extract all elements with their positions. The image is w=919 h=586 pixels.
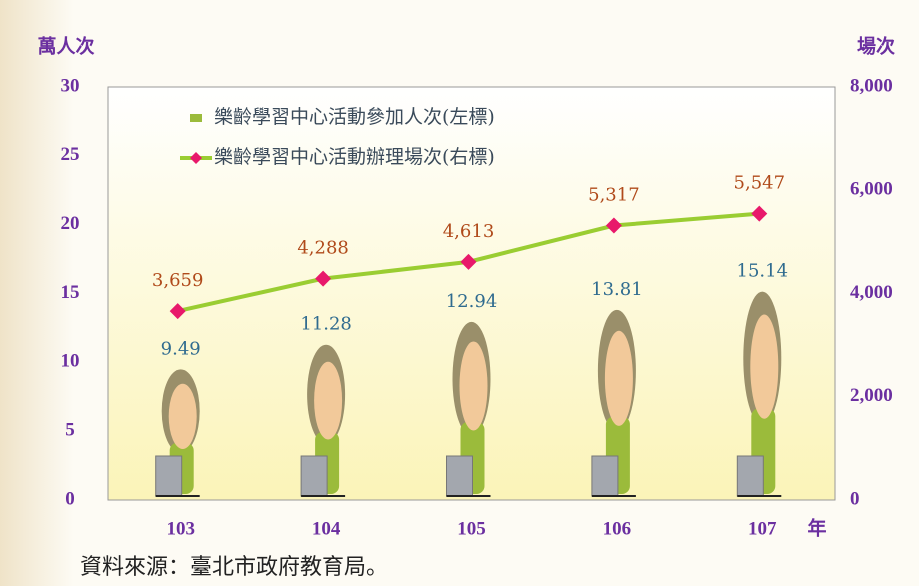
data-label: 15.14 <box>737 261 789 282</box>
y-tick-label: 25 <box>61 144 80 165</box>
x-tick-label: 103 <box>166 518 195 539</box>
data-label: 5,547 <box>734 173 786 194</box>
y-tick-label: 15 <box>61 282 80 303</box>
data-label: 9.49 <box>161 338 201 359</box>
y-tick-label: 5 <box>65 420 75 441</box>
x-tick-label: 106 <box>603 518 632 539</box>
data-label: 12.94 <box>446 291 498 312</box>
y-tick-label: 10 <box>61 351 80 372</box>
data-label: 4,613 <box>443 221 495 242</box>
y2-tick-label: 4,000 <box>850 282 893 303</box>
y2-tick-label: 8,000 <box>850 75 893 96</box>
y2-axis-title: 場次 <box>857 34 895 57</box>
y-tick-label: 30 <box>61 75 80 96</box>
face <box>605 331 633 426</box>
data-label: 3,659 <box>152 270 204 291</box>
data-label: 5,317 <box>588 185 640 206</box>
face <box>314 362 342 440</box>
source-note: 資料來源：臺北市政府教育局。 <box>80 555 388 580</box>
face <box>169 384 197 449</box>
x-tick-label: 104 <box>312 518 341 539</box>
data-label: 11.28 <box>300 314 352 335</box>
x-axis-title: 年 <box>807 516 826 539</box>
y-axis-title: 萬人次 <box>37 34 94 57</box>
y2-tick-label: 2,000 <box>850 385 893 406</box>
laptop <box>737 456 763 496</box>
x-tick-label: 107 <box>748 518 777 539</box>
x-tick-label: 105 <box>457 518 486 539</box>
y2-tick-label: 6,000 <box>850 179 893 200</box>
laptop <box>447 456 473 496</box>
y-tick-label: 0 <box>65 488 75 509</box>
legend-label: 樂齡學習中心活動辦理場次(右標) <box>214 146 495 168</box>
legend-swatch <box>190 114 202 122</box>
laptop <box>156 456 182 496</box>
y2-tick-label: 0 <box>850 488 860 509</box>
legend-label: 樂齡學習中心活動參加人次(左標) <box>214 106 495 128</box>
laptop <box>301 456 327 496</box>
face <box>460 341 488 430</box>
y-tick-label: 20 <box>61 213 80 234</box>
data-label: 13.81 <box>591 279 643 300</box>
chart: 萬人次 場次 年 資料來源：臺北市政府教育局。 樂齡學習中心活動參加人次(左標)… <box>0 0 919 586</box>
face <box>750 314 778 418</box>
data-label: 4,288 <box>297 238 349 259</box>
laptop <box>592 456 618 496</box>
